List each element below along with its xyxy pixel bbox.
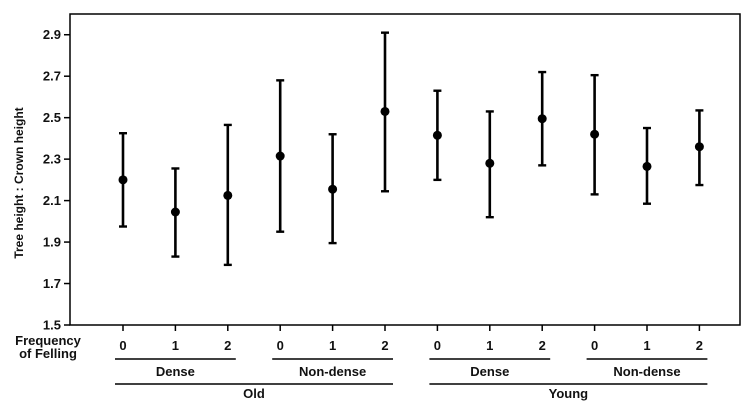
data-point: [118, 175, 128, 185]
y-tick-label: 1.5: [43, 318, 61, 333]
data-point: [380, 106, 390, 116]
data-point: [590, 129, 600, 139]
x-tick-label: 1: [486, 338, 493, 353]
x-tick-label: 2: [224, 338, 231, 353]
x-axis-label-line-2: of Felling: [19, 346, 77, 361]
data-point: [328, 184, 338, 194]
x-tick-label: 1: [172, 338, 179, 353]
y-tick-label: 2.9: [43, 27, 61, 42]
y-tick-label: 2.7: [43, 69, 61, 84]
x-tick-label: 2: [381, 338, 388, 353]
y-tick-label: 1.7: [43, 276, 61, 291]
data-point: [485, 158, 495, 168]
x-tick-label: 0: [591, 338, 598, 353]
density-group-label: Non-dense: [613, 364, 680, 379]
data-point: [170, 207, 180, 217]
density-group-label: Dense: [156, 364, 195, 379]
y-axis: 1.5 1.7 1.9 2.1 2.3 2.5 2.7 2.9: [43, 27, 70, 333]
x-tick-label: 1: [329, 338, 336, 353]
x-tick-label: 2: [696, 338, 703, 353]
data-marks: [118, 31, 704, 267]
x-axis: 0 1 2 0 1 2 0 1 2 0 1 2: [119, 325, 703, 353]
y-tick-label: 2.5: [43, 110, 61, 125]
plot-border: [69, 13, 741, 326]
age-group-label: Young: [549, 386, 589, 401]
x-tick-label: 0: [277, 338, 284, 353]
x-tick-label: 1: [643, 338, 650, 353]
y-axis-label: Tree height : Crown height: [12, 107, 26, 258]
density-group-label: Dense: [470, 364, 509, 379]
data-point: [223, 190, 233, 200]
plot-frame: [69, 13, 741, 326]
group-labels: Dense Non-dense Dense Non-dense Old Young: [115, 358, 708, 401]
density-group-label: Non-dense: [299, 364, 366, 379]
data-point: [432, 130, 442, 140]
x-axis-label-line-1: Frequency: [15, 333, 82, 348]
y-tick-label: 2.1: [43, 193, 61, 208]
x-tick-label: 2: [539, 338, 546, 353]
data-point: [642, 161, 652, 171]
y-tick-label: 2.3: [43, 152, 61, 167]
y-tick-label: 1.9: [43, 235, 61, 250]
data-point: [694, 142, 704, 152]
x-tick-label: 0: [434, 338, 441, 353]
age-group-label: Old: [243, 386, 265, 401]
data-point: [537, 114, 547, 124]
data-point: [275, 151, 285, 161]
x-tick-label: 0: [119, 338, 126, 353]
